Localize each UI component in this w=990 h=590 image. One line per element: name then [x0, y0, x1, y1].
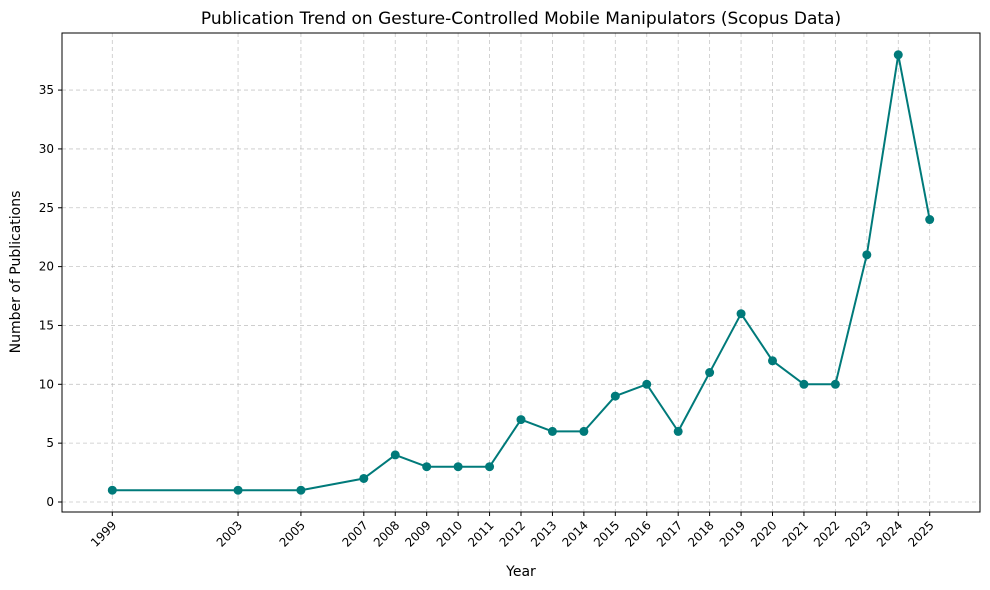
data-point-2022: [830, 379, 840, 389]
y-tick-label: 5: [46, 436, 54, 450]
data-point-2025: [925, 215, 935, 225]
y-tick-label: 15: [39, 318, 54, 332]
x-tick-label: 2014: [559, 518, 590, 549]
x-tick-label: 2003: [214, 518, 245, 549]
x-tick-label: 2017: [654, 518, 685, 549]
x-tick-label: 2016: [622, 518, 653, 549]
y-tick-label: 20: [39, 260, 54, 274]
x-tick-label: 2024: [874, 518, 905, 549]
x-tick-label: 1999: [88, 518, 119, 549]
x-tick-label: 2018: [685, 518, 716, 549]
x-tick-label: 2007: [339, 518, 370, 549]
data-point-2005: [296, 485, 306, 495]
x-tick-label: 2008: [371, 518, 402, 549]
y-axis: 0 5 10 15 20 25 30 35: [39, 83, 62, 509]
x-tick-label: 2009: [402, 518, 433, 549]
data-point-1999: [107, 485, 117, 495]
x-tick-label: 2023: [842, 518, 873, 549]
data-point-2010: [453, 462, 463, 472]
y-tick-label: 35: [39, 83, 54, 97]
y-tick-label: 10: [39, 377, 54, 391]
chart-title: Publication Trend on Gesture-Controlled …: [201, 9, 841, 29]
data-point-2011: [485, 462, 495, 472]
x-tick-label: 2015: [591, 518, 622, 549]
x-tick-label: 2025: [905, 518, 936, 549]
grid: [62, 33, 980, 512]
x-tick-label: 2005: [277, 518, 308, 549]
data-point-2015: [610, 391, 620, 401]
x-axis-label: Year: [505, 564, 536, 580]
x-tick-label: 2013: [528, 518, 559, 549]
data-point-2016: [642, 379, 652, 389]
x-tick-label: 2022: [811, 518, 842, 549]
data-point-2024: [893, 50, 903, 60]
data-point-2020: [768, 356, 778, 366]
x-tick-label: 2012: [497, 518, 528, 549]
y-tick-label: 0: [46, 495, 54, 509]
data-point-2003: [233, 485, 243, 495]
data-point-2008: [390, 450, 400, 460]
data-point-2007: [359, 473, 369, 483]
data-point-2013: [547, 426, 557, 436]
series-line: [112, 53, 931, 492]
data-point-2019: [736, 309, 746, 319]
x-tick-label: 2020: [748, 518, 779, 549]
x-tick-label: 2011: [465, 518, 496, 549]
data-point-2017: [673, 426, 683, 436]
y-tick-label: 25: [39, 201, 54, 215]
y-axis-label: Number of Publications: [8, 191, 24, 354]
data-point-2012: [516, 415, 526, 425]
x-tick-label: 2021: [780, 518, 811, 549]
data-point-2018: [705, 368, 715, 378]
y-tick-label: 30: [39, 142, 54, 156]
x-tick-label: 2019: [717, 518, 748, 549]
x-tick-label: 2010: [434, 518, 465, 549]
data-point-2014: [579, 426, 589, 436]
data-point-2021: [799, 379, 809, 389]
series-publications: [107, 50, 935, 495]
data-point-2023: [862, 250, 872, 260]
data-point-2009: [422, 462, 432, 472]
x-axis: 1999 2003 2005 2007 2008 2009 2010 2011 2012 2013…: [88, 512, 937, 550]
